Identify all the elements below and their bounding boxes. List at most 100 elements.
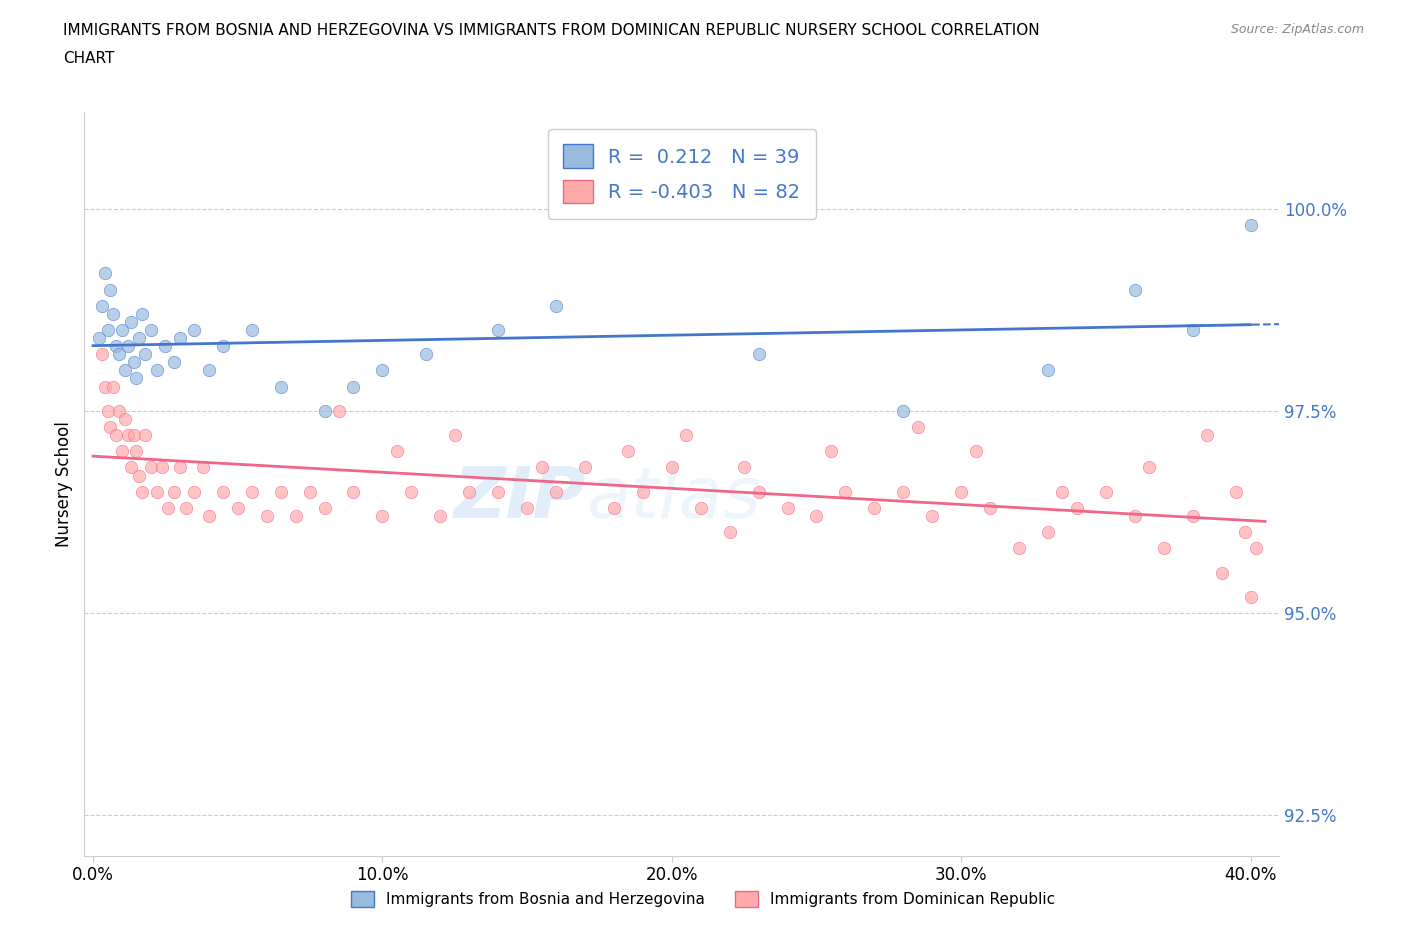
Point	[1239, 590, 1261, 604]
Point	[163, 355, 186, 370]
Point	[834, 485, 856, 499]
Point	[270, 379, 292, 394]
Point	[93, 379, 115, 394]
Point	[96, 404, 118, 418]
Point	[117, 339, 139, 353]
Point	[111, 444, 134, 458]
Point	[806, 509, 828, 524]
Point	[169, 330, 191, 345]
Point	[139, 460, 162, 475]
Text: ZIP: ZIP	[454, 464, 586, 533]
Point	[1225, 485, 1247, 499]
Point	[125, 444, 148, 458]
Point	[1052, 485, 1074, 499]
Point	[169, 460, 191, 475]
Point	[328, 404, 350, 418]
Point	[891, 485, 914, 499]
Point	[105, 428, 128, 443]
Point	[284, 509, 307, 524]
Point	[108, 347, 131, 362]
Point	[114, 363, 136, 378]
Point	[90, 299, 112, 313]
Point	[748, 485, 770, 499]
Point	[965, 444, 987, 458]
Point	[108, 404, 131, 418]
Point	[299, 485, 322, 499]
Point	[675, 428, 697, 443]
Legend: Immigrants from Bosnia and Herzegovina, Immigrants from Dominican Republic: Immigrants from Bosnia and Herzegovina, …	[344, 884, 1062, 913]
Point	[574, 460, 596, 475]
Point	[544, 485, 567, 499]
Point	[96, 323, 118, 338]
Point	[486, 485, 509, 499]
Point	[458, 485, 481, 499]
Point	[516, 500, 538, 515]
Point	[371, 363, 394, 378]
Point	[371, 509, 394, 524]
Point	[120, 314, 142, 329]
Text: atlas: atlas	[586, 464, 761, 533]
Point	[93, 266, 115, 281]
Point	[443, 428, 465, 443]
Point	[863, 500, 886, 515]
Point	[128, 468, 150, 483]
Point	[183, 485, 205, 499]
Point	[342, 485, 364, 499]
Point	[661, 460, 683, 475]
Point	[907, 419, 929, 434]
Point	[163, 485, 186, 499]
Point	[544, 299, 567, 313]
Point	[105, 339, 128, 353]
Point	[117, 428, 139, 443]
Point	[1095, 485, 1118, 499]
Point	[342, 379, 364, 394]
Point	[197, 363, 219, 378]
Point	[603, 500, 626, 515]
Point	[122, 355, 145, 370]
Point	[240, 485, 263, 499]
Point	[530, 460, 553, 475]
Point	[1181, 323, 1204, 338]
Point	[891, 404, 914, 418]
Point	[90, 347, 112, 362]
Point	[820, 444, 842, 458]
Point	[134, 347, 156, 362]
Point	[157, 500, 180, 515]
Y-axis label: Nursery School: Nursery School	[55, 420, 73, 547]
Point	[1211, 565, 1233, 580]
Point	[486, 323, 509, 338]
Point	[950, 485, 973, 499]
Point	[776, 500, 799, 515]
Point	[385, 444, 408, 458]
Point	[183, 323, 205, 338]
Text: IMMIGRANTS FROM BOSNIA AND HERZEGOVINA VS IMMIGRANTS FROM DOMINICAN REPUBLIC NUR: IMMIGRANTS FROM BOSNIA AND HERZEGOVINA V…	[63, 23, 1040, 38]
Point	[314, 500, 336, 515]
Point	[155, 339, 177, 353]
Point	[212, 485, 235, 499]
Point	[1239, 218, 1261, 232]
Point	[131, 485, 153, 499]
Point	[122, 428, 145, 443]
Point	[733, 460, 755, 475]
Point	[134, 428, 156, 443]
Point	[1008, 541, 1031, 556]
Point	[617, 444, 640, 458]
Point	[1036, 363, 1059, 378]
Point	[1123, 282, 1146, 297]
Point	[631, 485, 654, 499]
Point	[87, 330, 110, 345]
Point	[152, 460, 174, 475]
Point	[103, 379, 125, 394]
Point	[979, 500, 1001, 515]
Point	[145, 363, 167, 378]
Legend: R =  0.212   N = 39, R = -0.403   N = 82: R = 0.212 N = 39, R = -0.403 N = 82	[548, 128, 815, 219]
Point	[1233, 525, 1256, 539]
Text: CHART: CHART	[63, 51, 115, 66]
Point	[748, 347, 770, 362]
Point	[1246, 541, 1268, 556]
Point	[401, 485, 423, 499]
Point	[1123, 509, 1146, 524]
Point	[256, 509, 278, 524]
Point	[103, 306, 125, 321]
Point	[415, 347, 437, 362]
